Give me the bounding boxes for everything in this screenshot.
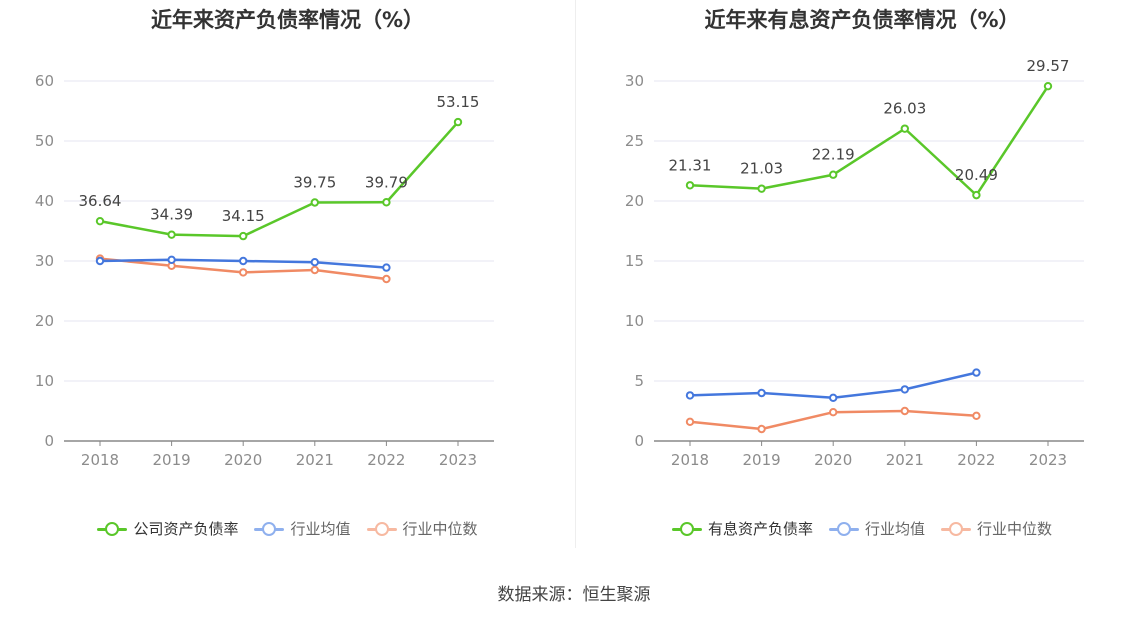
y-tick-label: 40 [35,192,54,210]
legend-swatch-company [97,521,128,536]
data-point[interactable] [972,190,981,200]
chart-panel-interest-debt-ratio: 近年来有息资产负债率情况（%） 0 5 10 15 20 25 30 2018 2019 2020… [576,0,1148,560]
data-point[interactable] [757,424,766,434]
data-point[interactable] [900,124,909,133]
data-point[interactable] [685,391,695,400]
legend-item-avg[interactable]: 行业均值 [828,518,925,539]
data-point[interactable] [239,268,248,277]
x-tick-label: 2021 [886,451,924,469]
data-point[interactable] [829,408,838,417]
x-tick-label: 2019 [743,451,781,469]
y-tick-label: 20 [35,312,54,330]
chart-title: 近年来有息资产负债率情况（%） [704,8,1020,32]
x-tick-label: 2020 [814,451,852,469]
data-label: 21.03 [740,160,783,178]
data-label: 21.31 [669,156,712,174]
legend-item-company[interactable]: 公司资产负债率 [97,518,238,539]
data-point[interactable] [829,170,838,179]
legend-swatch-median [941,521,971,536]
x-tick-label: 2023 [439,451,477,469]
data-point[interactable] [1043,81,1053,91]
data-point[interactable] [167,255,176,264]
x-tick-label: 2018 [81,451,119,469]
panel-divider [575,0,576,548]
legend-swatch-avg [828,521,859,536]
legend-swatch-company [671,521,702,536]
data-point[interactable] [382,263,391,272]
legend-label: 有息资产负债率 [707,520,813,538]
data-point[interactable] [757,388,766,398]
data-label: 39.75 [293,174,336,192]
x-tick-label: 2020 [224,451,262,469]
x-tick-label: 2019 [153,451,191,469]
series-line [99,121,459,238]
legend-label: 公司资产负债率 [133,520,239,538]
x-tick-label: 2023 [1029,451,1067,469]
line-chart-interest-debt-ratio: 0 5 10 15 20 25 30 2018 2019 2020 2021 2022 2023 21.3… [625,57,1084,469]
x-tick-label: 2021 [296,451,334,469]
data-point[interactable] [310,265,319,275]
y-tick-label: 15 [625,252,644,270]
data-label: 26.03 [883,100,926,118]
legend-item-median[interactable]: 行业中位数 [366,518,478,539]
data-label: 22.19 [812,146,855,164]
y-tick-label: 20 [625,192,644,210]
legend-label: 行业均值 [290,520,351,538]
data-source-note: 数据来源：恒生聚源 [497,585,651,605]
data-point[interactable] [829,393,838,402]
legend-item-company[interactable]: 有息资产负债率 [671,518,813,539]
y-tick-label: 25 [625,132,644,150]
legend-swatch-median [366,521,397,536]
data-label: 20.49 [955,166,998,184]
data-label: 39.79 [365,173,408,191]
y-tick-label: 50 [35,132,54,150]
data-point[interactable] [900,385,909,394]
y-tick-label: 0 [44,432,54,450]
line-chart-debt-ratio: 0 10 20 30 40 50 60 2018 2019 2020 2021 2022 2023 36.… [35,72,494,469]
legend-swatch-avg [254,521,285,536]
data-point[interactable] [685,181,695,190]
y-tick-label: 10 [35,372,54,390]
legend-label: 行业均值 [864,520,925,538]
data-point[interactable] [310,198,319,207]
y-tick-label: 10 [625,312,644,330]
data-point[interactable] [310,258,319,267]
data-point[interactable] [95,256,105,266]
data-point[interactable] [382,198,391,207]
legend-item-median[interactable]: 行业中位数 [941,518,1052,539]
x-tick-label: 2018 [671,451,709,469]
data-label: 29.57 [1027,57,1070,75]
y-tick-label: 30 [35,252,54,270]
legend-item-avg[interactable]: 行业均值 [254,518,351,539]
data-point[interactable] [972,411,981,420]
data-label: 53.15 [437,93,480,111]
y-tick-label: 60 [35,72,54,90]
y-tick-label: 5 [634,372,644,390]
data-label: 34.15 [222,207,265,225]
data-point[interactable] [95,216,105,226]
data-label: 34.39 [150,206,193,224]
x-tick-label: 2022 [957,451,995,469]
chart-legend: 公司资产负债率 行业均值 行业中位数 [0,518,575,539]
data-point[interactable] [757,184,766,193]
legend-label: 行业中位数 [402,520,478,538]
data-point[interactable] [167,230,176,239]
data-point[interactable] [972,368,981,377]
x-tick-label: 2022 [367,451,405,469]
series-line [689,85,1050,197]
y-tick-label: 30 [625,72,644,90]
chart-legend: 有息资产负债率 行业均值 行业中位数 [576,518,1148,539]
chart-panel-debt-ratio: 近年来资产负债率情况（%） 0 10 20 30 40 50 60 2018 2019 2020 2… [0,0,575,560]
data-point[interactable] [239,231,248,241]
chart-title: 近年来资产负债率情况（%） [150,8,425,32]
data-point[interactable] [900,406,909,416]
data-point[interactable] [382,274,391,284]
y-tick-label: 0 [634,432,644,450]
legend-label: 行业中位数 [977,520,1053,538]
data-point[interactable] [685,417,695,426]
data-point[interactable] [453,117,463,127]
data-label: 36.64 [79,192,122,210]
data-point[interactable] [239,256,248,266]
